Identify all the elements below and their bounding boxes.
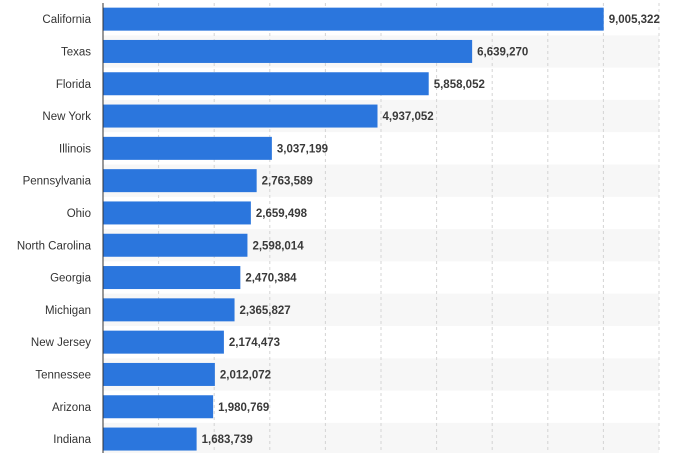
data-label: 5,858,052 xyxy=(434,79,485,91)
data-label: 2,598,014 xyxy=(252,240,304,252)
bar[interactable] xyxy=(103,136,272,160)
bar[interactable] xyxy=(103,330,224,354)
data-label: 2,174,473 xyxy=(229,337,280,349)
category-label: Michigan xyxy=(45,305,91,317)
bar[interactable] xyxy=(103,72,429,96)
bar[interactable] xyxy=(103,362,215,386)
data-label: 2,365,827 xyxy=(240,305,291,317)
data-label: 2,763,589 xyxy=(262,176,313,188)
bar[interactable] xyxy=(103,7,604,31)
data-label: 9,005,322 xyxy=(609,14,660,26)
bar[interactable] xyxy=(103,266,241,290)
bar[interactable] xyxy=(103,298,235,322)
category-label: Texas xyxy=(61,46,91,58)
bar[interactable] xyxy=(103,395,214,419)
data-label: 3,037,199 xyxy=(277,143,328,155)
bar[interactable] xyxy=(103,427,197,451)
bar[interactable] xyxy=(103,169,257,193)
bar[interactable] xyxy=(103,104,378,128)
data-label: 2,470,384 xyxy=(245,273,297,285)
data-label: 2,659,498 xyxy=(256,208,308,220)
category-label: Arizona xyxy=(52,402,92,414)
category-label: Pennsylvania xyxy=(23,176,92,188)
category-label: Tennessee xyxy=(35,369,91,381)
data-label: 6,639,270 xyxy=(477,46,528,58)
category-label: New Jersey xyxy=(31,337,91,349)
category-label: North Carolina xyxy=(17,240,92,252)
category-label: New York xyxy=(42,111,91,123)
data-label: 1,683,739 xyxy=(202,434,253,446)
category-label: California xyxy=(42,14,91,26)
data-label: 2,012,072 xyxy=(220,369,271,381)
bar[interactable] xyxy=(103,233,248,257)
category-label: Florida xyxy=(56,79,92,91)
bar[interactable] xyxy=(103,39,473,63)
category-label: Illinois xyxy=(59,143,91,155)
category-label: Indiana xyxy=(53,434,91,446)
data-label: 1,980,769 xyxy=(218,402,269,414)
category-label: Ohio xyxy=(67,208,91,220)
data-label: 4,937,052 xyxy=(383,111,434,123)
category-label: Georgia xyxy=(50,273,92,285)
bar[interactable] xyxy=(103,201,251,225)
